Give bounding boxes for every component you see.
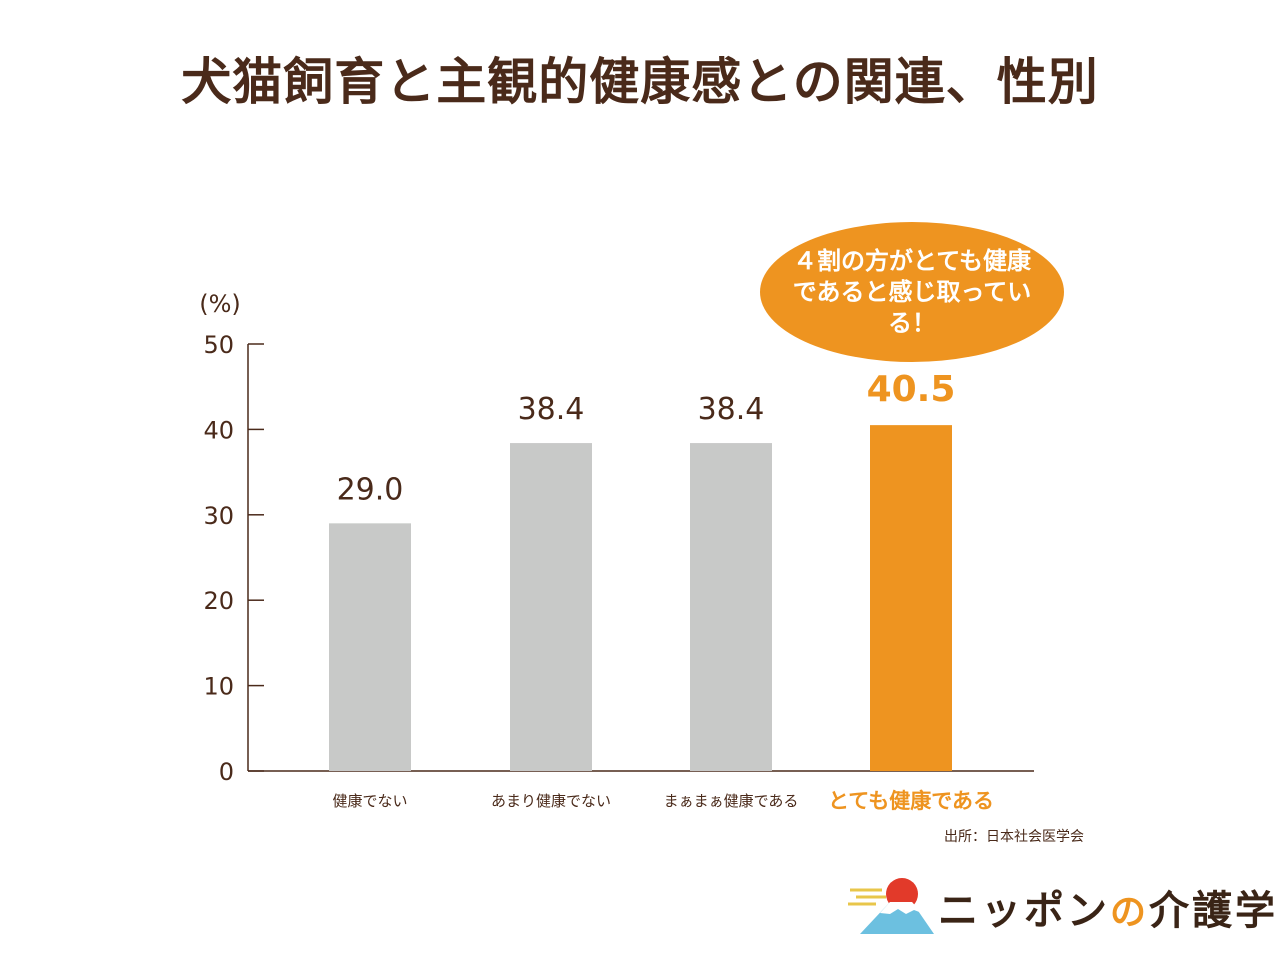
brand-name-particle: の [1110, 892, 1150, 933]
bar-value-label: 29.0 [337, 472, 404, 507]
x-category-label: まぁまぁ健康である [664, 792, 799, 810]
x-category-label: とても健康である [828, 789, 994, 813]
mount-fuji-icon [848, 878, 934, 934]
bar-value-label: 38.4 [698, 392, 765, 427]
brand-logo: ニッポンの介護学 [846, 872, 1275, 942]
bar [870, 425, 952, 771]
x-category-label: あまり健康でない [491, 792, 611, 810]
x-category-label: 健康でない [332, 792, 407, 810]
y-tick-label: 50 [203, 331, 234, 359]
bar-value-label: 38.4 [518, 392, 585, 427]
source-note: 出所：日本社会医学会 [944, 829, 1084, 845]
y-tick-label: 0 [219, 758, 234, 786]
bar [690, 443, 772, 771]
bar-value-label: 40.5 [867, 369, 956, 410]
bar [510, 443, 592, 771]
y-tick-label: 40 [203, 416, 234, 444]
brand-name-suffix: 介護学 [1149, 888, 1279, 934]
y-tick-label: 30 [203, 502, 234, 530]
callout-bubble: ４割の方がとても健康であると感じ取っている！ [760, 222, 1064, 362]
y-tick-label: 20 [203, 587, 234, 615]
bar [329, 523, 411, 771]
brand-name-main: ニッポン [938, 888, 1110, 934]
callout-text: ４割の方がとても健康であると感じ取っている！ [792, 246, 1032, 337]
y-axis-unit-label: (%) [199, 290, 241, 318]
brand-name: ニッポンの介護学 [938, 878, 1278, 936]
chart-title: 犬猫飼育と主観的健康感との関連、性別 [181, 53, 1099, 111]
y-tick-label: 10 [203, 673, 234, 701]
